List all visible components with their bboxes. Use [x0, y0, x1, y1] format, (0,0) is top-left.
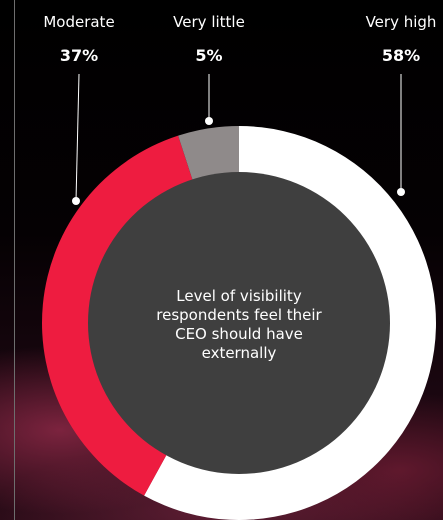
slice-percent-moderate: 37%: [59, 46, 99, 65]
slice-label-very-high: Very high: [365, 13, 437, 31]
leader-dot-very-little: [205, 117, 213, 125]
slice-percent-very-high: 58%: [381, 46, 421, 65]
center-label: Level of visibility respondents feel the…: [156, 287, 322, 362]
leader-dot-moderate: [72, 197, 80, 205]
leader-line-moderate: [75, 73, 80, 202]
donut-hole: [88, 172, 390, 474]
slice-percent-very-little: 5%: [195, 46, 223, 65]
slice-label-very-little: Very little: [173, 13, 245, 31]
left-divider: [14, 0, 15, 520]
slice-label-moderate: Moderate: [43, 13, 115, 31]
leader-dot-very-high: [397, 188, 405, 196]
